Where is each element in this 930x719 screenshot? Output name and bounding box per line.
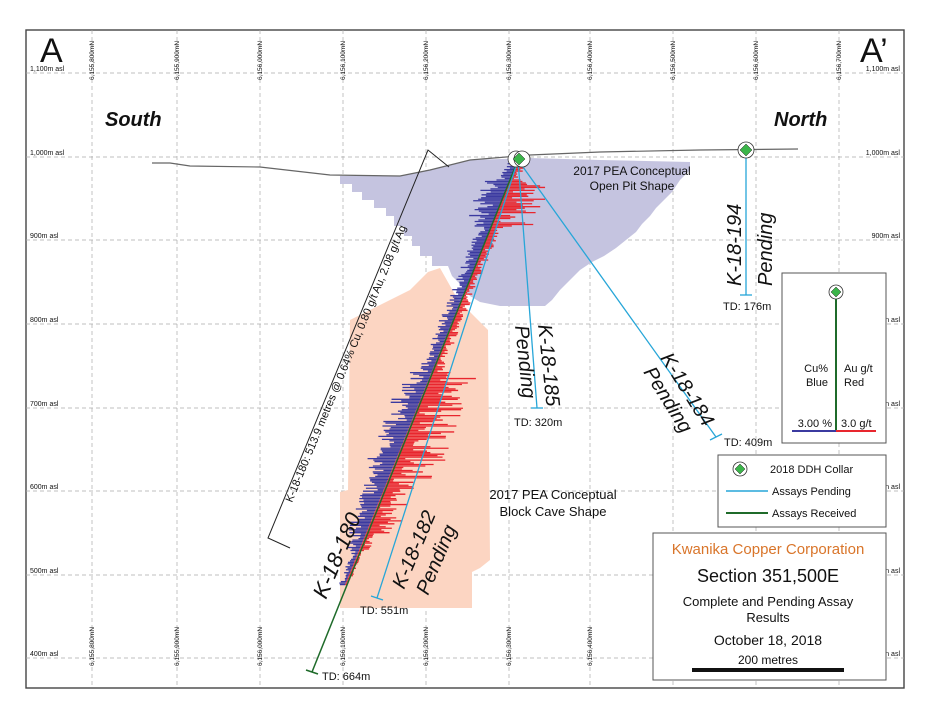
legend-collar-label: 2018 DDH Collar: [770, 464, 853, 476]
intercept-bracket: [267, 149, 450, 549]
elevation-label: 1,100m asl: [30, 66, 65, 73]
drill-traces: [305, 150, 752, 675]
elevation-label: 900m asl: [30, 233, 59, 240]
collar-k-18-194: [737, 141, 755, 159]
subtitle-line-2: Results: [746, 610, 790, 625]
diamond-collar-icon: [734, 463, 746, 475]
northing-label: 6,156,300mN: [506, 41, 513, 80]
trace-k-18-184: [517, 159, 717, 438]
legend: 2018 DDH Collar Assays Pending Assays Re…: [717, 454, 887, 528]
td-k-18-194: TD: 176m: [723, 301, 771, 313]
assay-histogram: [339, 163, 546, 586]
td-k-18-182: TD: 551m: [360, 605, 408, 617]
elevation-label: 400m asl: [30, 651, 59, 658]
title-block: Kwanika Copper Corporation Section 351,5…: [652, 532, 887, 681]
northing-label: 6,156,400mN: [587, 41, 594, 80]
date-label: October 18, 2018: [714, 632, 822, 648]
hole-label-k-18-194: K-18-194 Pending: [724, 204, 777, 286]
northing-label: 6,156,100mN: [340, 41, 347, 80]
scale-bar: [692, 668, 844, 672]
north-label: North: [774, 109, 827, 131]
open-pit-shape: [322, 158, 690, 306]
elevation-label: 1,000m asl: [866, 150, 901, 157]
elevation-label: 1,100m asl: [866, 66, 901, 73]
block-cave-label-1: 2017 PEA Conceptual: [489, 487, 616, 502]
legend-received-label: Assays Received: [772, 508, 856, 520]
collar-diamond-icon: [830, 286, 842, 298]
trace-k-18-185: [517, 159, 538, 409]
trace-k-18-180: [311, 159, 519, 673]
trace-k-18-182: [376, 159, 519, 599]
td-k-18-184: TD: 409m: [724, 437, 772, 449]
svg-text:Blue: Blue: [806, 377, 828, 389]
elevation-labels-left: 1,100m asl 1,000m asl 900m asl 800m asl 700m…: [30, 66, 65, 658]
northing-label: 6,156,100mN: [340, 627, 347, 666]
open-pit-label-1: 2017 PEA Conceptual: [573, 164, 690, 178]
svg-text:Cu%: Cu%: [804, 363, 828, 375]
northing-label: 6,156,300mN: [506, 627, 513, 666]
northing-label: 6,155,800mN: [89, 41, 96, 80]
northing-label: 6,156,400mN: [587, 627, 594, 666]
northing-label: 6,156,500mN: [670, 41, 677, 80]
elevation-label: 1,000m asl: [30, 150, 65, 157]
td-k-18-185: TD: 320m: [514, 417, 562, 429]
northing-labels-top: 6,155,800mN 6,155,900mN 6,156,000mN 6,156,1…: [89, 41, 843, 80]
northing-label: 6,156,200mN: [423, 41, 430, 80]
northing-label: 6,155,800mN: [89, 627, 96, 666]
scale-label: 200 metres: [738, 653, 798, 667]
northing-label: 6,156,000mN: [257, 627, 264, 666]
section-end-label: A’: [860, 32, 888, 70]
northing-label: 6,155,900mN: [174, 627, 181, 666]
block-cave-label-2: Block Cave Shape: [500, 504, 607, 519]
collar-diamond-icon: [512, 152, 526, 166]
td-k-18-180: TD: 664m: [322, 671, 370, 683]
hole-label-k-18-182: K-18-182 Pending: [388, 508, 461, 598]
collar-k-18-180-group: [507, 150, 531, 168]
section-start-label: A: [40, 32, 63, 70]
svg-text:Pending: Pending: [755, 213, 777, 286]
northing-label: 6,155,900mN: [174, 41, 181, 80]
svg-text:3.00 %: 3.00 %: [798, 418, 832, 430]
open-pit-label-2: Open Pit Shape: [590, 179, 675, 193]
company-name: Kwanika Copper Corporation: [672, 541, 865, 558]
svg-text:Au g/t: Au g/t: [844, 363, 873, 375]
elevation-label: 700m asl: [30, 401, 59, 408]
topography-line: [152, 148, 799, 177]
svg-text:3.0 g/t: 3.0 g/t: [841, 418, 872, 430]
northing-label: 6,156,600mN: [753, 41, 760, 80]
subtitle-line-1: Complete and Pending Assay: [683, 594, 854, 609]
svg-text:K-18-194: K-18-194: [724, 204, 746, 286]
northing-label: 6,156,000mN: [257, 41, 264, 80]
elevation-label: 600m asl: [30, 484, 59, 491]
south-label: South: [105, 109, 162, 131]
elevation-label: 800m asl: [30, 317, 59, 324]
assay-scale-inset: Cu% Blue Au g/t Red 3.00 % 3.0 g/t: [781, 272, 887, 444]
elevation-label: 900m asl: [872, 233, 901, 240]
legend-pending-label: Assays Pending: [772, 486, 851, 498]
svg-text:Red: Red: [844, 377, 864, 389]
collar-diamond-icon: [739, 143, 753, 157]
northing-label: 6,156,700mN: [836, 41, 843, 80]
hole-label-k-18-185: K-18-185 Pending: [510, 323, 564, 408]
elevation-label: 500m asl: [30, 568, 59, 575]
section-title: Section 351,500E: [697, 566, 839, 586]
northing-label: 6,156,200mN: [423, 627, 430, 666]
